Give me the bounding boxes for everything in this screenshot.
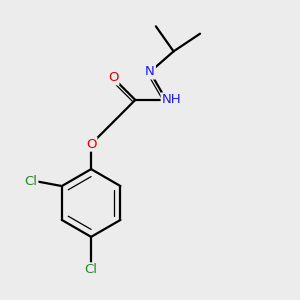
Text: O: O xyxy=(108,71,119,84)
Text: Cl: Cl xyxy=(85,263,98,276)
Text: O: O xyxy=(86,138,96,151)
Text: N: N xyxy=(145,65,155,79)
Text: Cl: Cl xyxy=(24,175,38,188)
Text: NH: NH xyxy=(162,93,181,106)
